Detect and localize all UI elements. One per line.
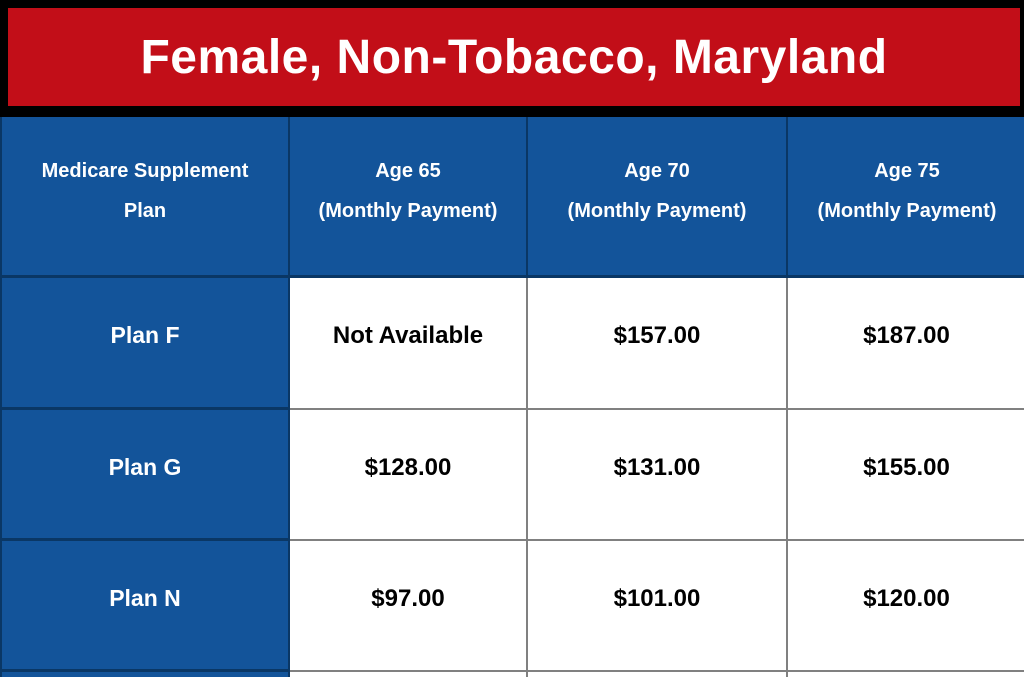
rate-value: $131.00 xyxy=(613,453,701,481)
planG-age65-cell: $128.00 xyxy=(290,410,528,541)
page-title: Female, Non-Tobacco, Maryland xyxy=(140,30,888,84)
rate-value: $187.00 xyxy=(863,322,950,349)
plan-label: Plan F xyxy=(110,322,180,348)
planN-age75-cell: $120.00 xyxy=(788,541,1024,672)
table-row-planF-label-cell: Plan F xyxy=(2,278,290,410)
header-age75-line2: (Monthly Payment) xyxy=(817,199,997,222)
rate-value: $120.00 xyxy=(863,584,950,612)
header-plan-line2: Plan xyxy=(123,199,167,222)
rate-value: $101.00 xyxy=(613,584,701,612)
header-cell-age70: Age 70 (Monthly Payment) xyxy=(528,117,788,278)
rate-table: Medicare Supplement Plan Age 65 (Monthly… xyxy=(0,117,1024,677)
header-age65-line2: (Monthly Payment) xyxy=(318,199,498,222)
title-banner: Female, Non-Tobacco, Maryland xyxy=(0,0,1024,117)
table-row-planG-label-cell: Plan G xyxy=(2,410,290,541)
clipped-row-cell xyxy=(528,672,788,677)
plan-label: Plan N xyxy=(109,584,181,611)
header-age70-line2: (Monthly Payment) xyxy=(567,199,747,222)
planG-age75-cell: $155.00 xyxy=(788,410,1024,541)
header-age70-line1: Age 70 xyxy=(624,159,690,182)
clipped-row-cell xyxy=(290,672,528,677)
planF-age75-cell: $187.00 xyxy=(788,278,1024,410)
planF-age65-cell: Not Available xyxy=(290,278,528,410)
header-cell-age75: Age 75 (Monthly Payment) xyxy=(788,117,1024,278)
clipped-row-cell xyxy=(788,672,1024,677)
planG-age70-cell: $131.00 xyxy=(528,410,788,541)
header-cell-plan: Medicare Supplement Plan xyxy=(2,117,290,278)
header-cell-age65: Age 65 (Monthly Payment) xyxy=(290,117,528,278)
header-age65-line1: Age 65 xyxy=(375,159,441,182)
clipped-row-plan-cell xyxy=(2,672,290,677)
header-age75-line1: Age 75 xyxy=(874,159,940,182)
rate-value: Not Available xyxy=(332,322,484,349)
rate-value: $97.00 xyxy=(371,584,445,612)
planF-age70-cell: $157.00 xyxy=(528,278,788,410)
rate-value: $157.00 xyxy=(613,322,701,349)
header-plan-line1: Medicare Supplement xyxy=(41,159,249,182)
plan-label: Plan G xyxy=(108,453,182,480)
planN-age65-cell: $97.00 xyxy=(290,541,528,672)
rate-value: $128.00 xyxy=(364,453,452,481)
rate-value: $155.00 xyxy=(863,453,950,481)
table-row-planN-label-cell: Plan N xyxy=(2,541,290,672)
planN-age70-cell: $101.00 xyxy=(528,541,788,672)
